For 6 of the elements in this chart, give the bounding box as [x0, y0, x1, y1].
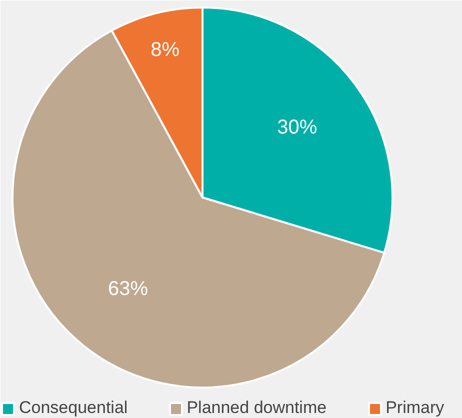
data-label: 8% — [150, 39, 180, 62]
legend-label: Planned downtime — [186, 398, 327, 418]
legend-label: Consequential — [19, 398, 128, 418]
data-label: 63% — [108, 278, 148, 300]
data-label: 30% — [277, 116, 318, 138]
legend-label: Primary — [386, 398, 444, 418]
